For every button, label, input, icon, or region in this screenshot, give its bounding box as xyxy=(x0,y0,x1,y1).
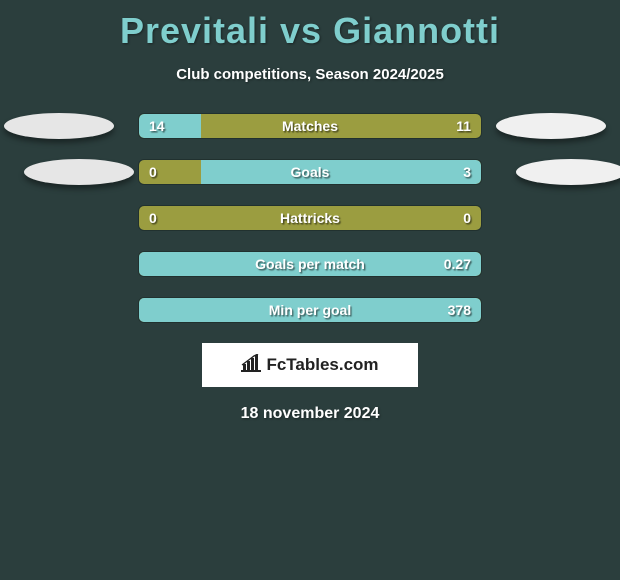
stat-value-right: 0 xyxy=(463,210,471,226)
stat-row: Goals 0 3 xyxy=(0,159,620,185)
stat-value-right: 378 xyxy=(448,302,471,318)
stat-value-right: 3 xyxy=(463,164,471,180)
stat-bar: Goals per match 0.27 xyxy=(138,251,482,277)
stat-row: Min per goal 378 xyxy=(0,297,620,323)
left-side xyxy=(0,159,138,185)
stat-row: Matches 14 11 xyxy=(0,113,620,139)
stat-bar: Matches 14 11 xyxy=(138,113,482,139)
player-ellipse-left xyxy=(4,113,114,139)
stat-value-left: 14 xyxy=(149,118,165,134)
right-side xyxy=(482,113,620,139)
player-ellipse-left xyxy=(24,159,134,185)
comparison-rows: Matches 14 11 Goals 0 3 Hattricks 0 0 Goals per m… xyxy=(0,113,620,323)
stat-label: Goals per match xyxy=(255,256,365,272)
stat-value-right: 0.27 xyxy=(444,256,471,272)
left-side xyxy=(0,113,138,139)
page-title: Previtali vs Giannotti xyxy=(0,0,620,52)
stat-row: Goals per match 0.27 xyxy=(0,251,620,277)
stat-label: Min per goal xyxy=(269,302,351,318)
stat-row: Hattricks 0 0 xyxy=(0,205,620,231)
bar-fill-right xyxy=(201,160,481,184)
stat-bar: Hattricks 0 0 xyxy=(138,205,482,231)
stat-bar: Goals 0 3 xyxy=(138,159,482,185)
right-side xyxy=(482,159,620,185)
player-ellipse-right xyxy=(516,159,620,185)
chart-icon xyxy=(241,354,261,377)
stat-value-right: 11 xyxy=(456,118,471,134)
logo-text: FcTables.com xyxy=(266,355,378,375)
stat-label: Goals xyxy=(291,164,330,180)
stat-value-left: 0 xyxy=(149,210,157,226)
stat-bar: Min per goal 378 xyxy=(138,297,482,323)
date-text: 18 november 2024 xyxy=(0,405,620,423)
stat-label: Hattricks xyxy=(280,210,340,226)
stat-value-left: 0 xyxy=(149,164,157,180)
stat-label: Matches xyxy=(282,118,338,134)
logo-box: FcTables.com xyxy=(202,343,418,387)
subtitle: Club competitions, Season 2024/2025 xyxy=(0,66,620,83)
player-ellipse-right xyxy=(496,113,606,139)
